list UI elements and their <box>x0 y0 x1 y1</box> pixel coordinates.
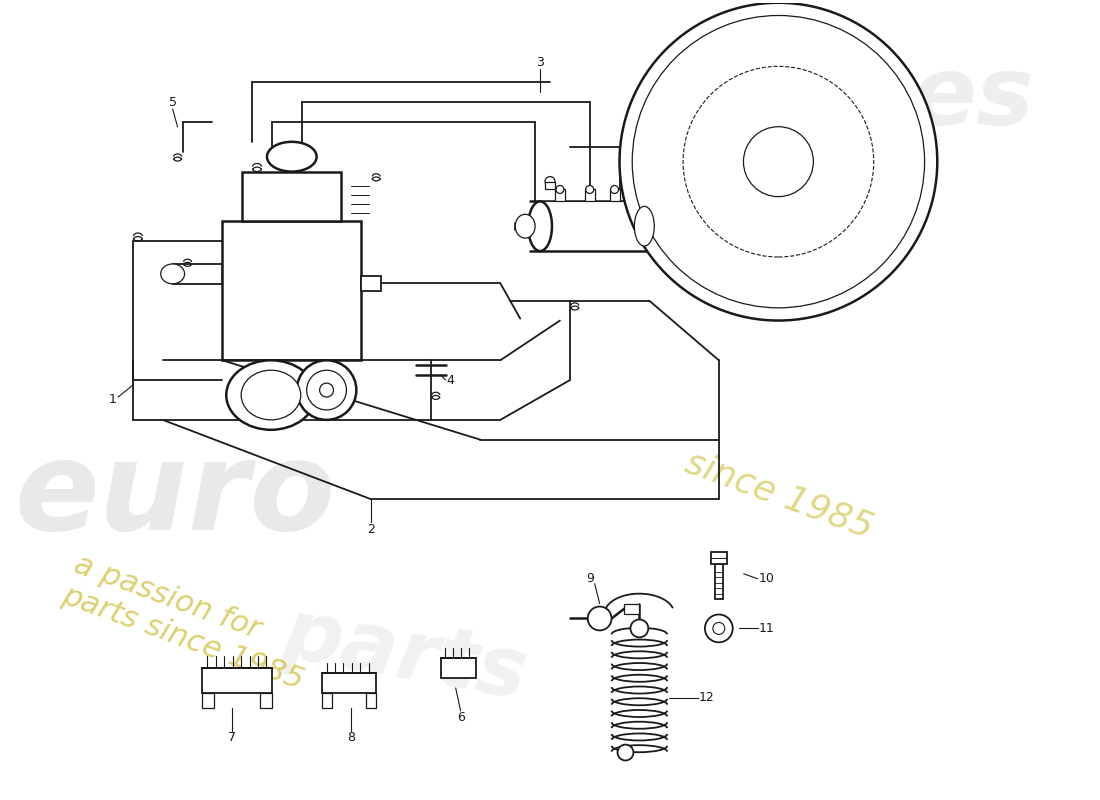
Text: a passion for
parts since 1985: a passion for parts since 1985 <box>58 550 319 695</box>
Bar <box>321 693 331 708</box>
Bar <box>242 171 341 222</box>
Circle shape <box>713 622 725 634</box>
Text: 4: 4 <box>447 374 454 386</box>
Text: 10: 10 <box>759 572 774 586</box>
Bar <box>625 603 639 614</box>
Text: 6: 6 <box>456 711 464 724</box>
Text: parts: parts <box>277 593 534 715</box>
Circle shape <box>619 2 937 321</box>
Circle shape <box>683 66 873 257</box>
Ellipse shape <box>635 206 654 246</box>
Bar <box>715 564 723 598</box>
Text: 7: 7 <box>228 731 236 744</box>
Circle shape <box>617 745 634 761</box>
Ellipse shape <box>528 202 552 251</box>
Ellipse shape <box>241 370 300 420</box>
Bar <box>222 222 361 360</box>
Circle shape <box>556 186 564 194</box>
Ellipse shape <box>515 214 535 238</box>
Circle shape <box>744 126 813 197</box>
Ellipse shape <box>307 370 346 410</box>
Circle shape <box>630 619 648 638</box>
Text: euro: euro <box>14 435 336 556</box>
Bar <box>585 190 595 202</box>
Bar <box>366 693 376 708</box>
Ellipse shape <box>161 264 185 284</box>
Text: 2: 2 <box>367 522 375 535</box>
Text: 12: 12 <box>698 691 715 705</box>
Bar <box>441 658 475 678</box>
Bar <box>711 552 727 564</box>
Text: es: es <box>911 52 1034 145</box>
Bar <box>544 182 556 190</box>
Text: 5: 5 <box>168 95 177 109</box>
Bar <box>535 202 647 250</box>
Bar <box>361 276 382 290</box>
Circle shape <box>586 186 594 194</box>
Circle shape <box>610 186 618 194</box>
Bar <box>556 190 565 202</box>
Bar <box>202 668 272 693</box>
Bar <box>260 693 272 708</box>
Ellipse shape <box>267 142 317 171</box>
Text: since 1985: since 1985 <box>681 446 878 545</box>
Text: 3: 3 <box>536 56 544 69</box>
Ellipse shape <box>297 360 356 420</box>
Circle shape <box>632 15 925 308</box>
Text: 9: 9 <box>586 572 594 586</box>
Text: 1: 1 <box>109 394 117 406</box>
Bar <box>321 673 376 693</box>
Bar <box>609 190 619 202</box>
Circle shape <box>587 606 612 630</box>
Ellipse shape <box>227 360 316 430</box>
Text: 8: 8 <box>348 731 355 744</box>
Bar <box>173 264 222 284</box>
Bar <box>202 693 215 708</box>
Text: 11: 11 <box>759 622 774 635</box>
Circle shape <box>320 383 333 397</box>
Circle shape <box>705 614 733 642</box>
Circle shape <box>544 177 556 186</box>
